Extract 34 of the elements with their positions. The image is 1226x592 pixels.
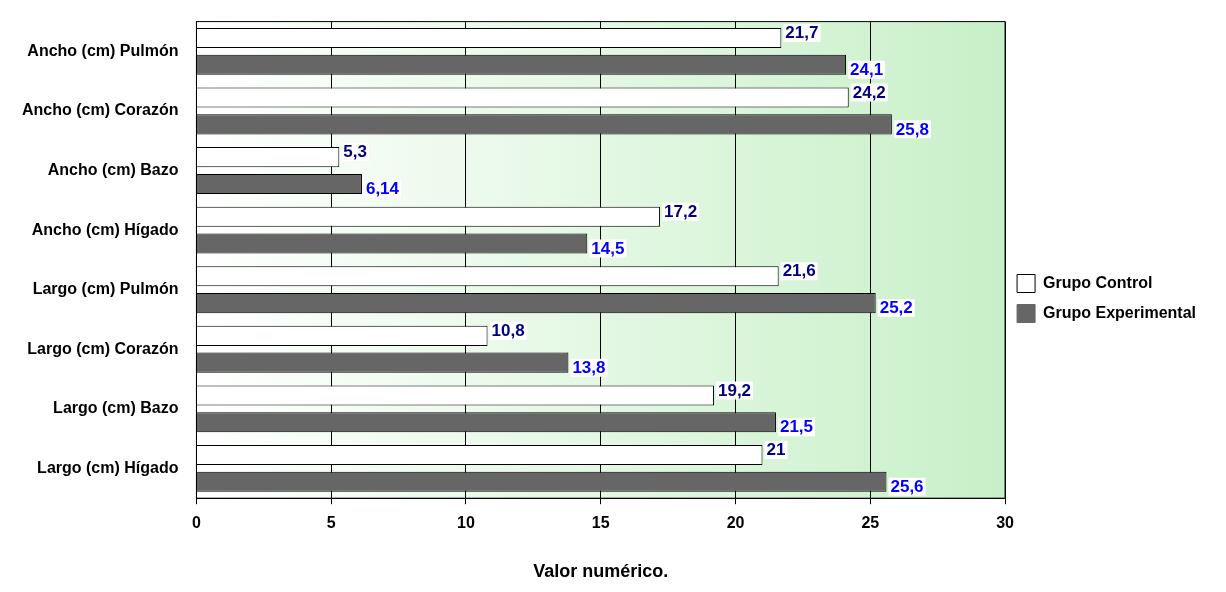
x-tick-label: 5 [326, 514, 336, 532]
y-tick-label: Largo (cm) Pulmón [32, 280, 179, 298]
data-label: 14,5 [591, 238, 625, 258]
y-tick-label: Ancho (cm) Hígado [31, 220, 179, 238]
x-axis-title: Valor numérico. [533, 561, 669, 582]
data-label: 13,8 [572, 357, 606, 377]
data-label: 25,2 [879, 298, 913, 318]
legend-label: Grupo Experimental [1043, 303, 1196, 321]
x-tick-label: 0 [191, 514, 201, 532]
y-tick-label: Largo (cm) Corazón [27, 339, 179, 357]
data-label: 10,8 [491, 321, 525, 341]
data-label: 25,6 [890, 477, 924, 496]
data-label: 21,5 [779, 417, 814, 437]
data-label: 17,2 [664, 201, 698, 221]
data-label: 21,7 [785, 23, 819, 43]
x-tick-label: 30 [996, 514, 1015, 532]
y-tick-label: Ancho (cm) Corazón [21, 101, 179, 119]
legend-label: Grupo Control [1043, 273, 1153, 291]
data-label: 19,2 [717, 380, 752, 400]
x-tick-label: 10 [457, 514, 475, 532]
x-tick-label: 20 [726, 514, 745, 532]
data-label: 6,14 [365, 179, 400, 199]
data-label: 25,8 [895, 119, 929, 139]
data-label: 21 [766, 440, 786, 460]
data-label: 21,6 [782, 261, 816, 281]
y-tick-label: Ancho (cm) Bazo [47, 160, 179, 178]
y-tick-label: Ancho (cm) Pulmón [27, 41, 179, 59]
data-label: 24,2 [852, 82, 886, 102]
x-tick-label: 25 [861, 514, 880, 532]
data-label: 5,3 [343, 142, 367, 162]
x-tick-label: 15 [591, 514, 610, 532]
data-label: 24,1 [850, 59, 884, 79]
y-tick-label: Largo (cm) Bazo [53, 399, 179, 417]
y-tick-label: Largo (cm) Hígado [37, 458, 179, 476]
